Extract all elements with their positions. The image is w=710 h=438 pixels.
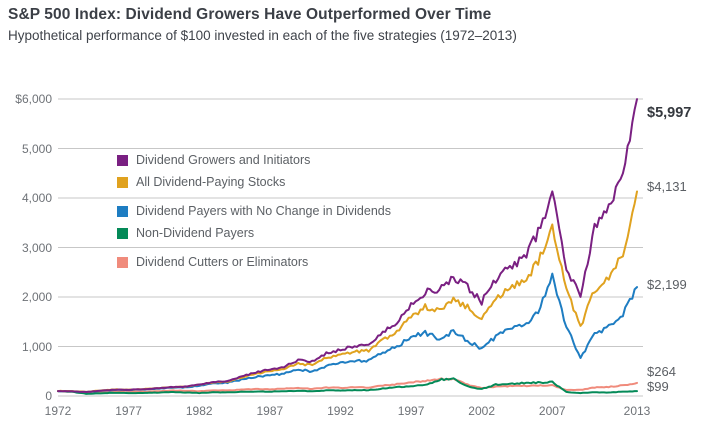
y-tick-label: 4,000 <box>21 191 52 205</box>
y-tick-label: 2,000 <box>21 290 52 304</box>
x-tick-label: 1972 <box>44 404 72 418</box>
page-title: S&P 500 Index: Dividend Growers Have Out… <box>8 6 492 23</box>
series-end-value-label: $264 <box>647 363 676 379</box>
page-subtitle: Hypothetical performance of $100 investe… <box>8 28 517 43</box>
y-tick-label: 1,000 <box>21 339 52 354</box>
legend-swatch-icon <box>117 256 128 268</box>
legend-item-all-dividend-paying-stocks: All Dividend-Paying Stocks <box>117 171 391 193</box>
x-tick-label: 1997 <box>397 404 425 418</box>
y-tick-label: 3,000 <box>21 240 52 255</box>
x-tick-label: 2013 <box>623 404 651 418</box>
series-end-value-label: $99 <box>647 379 669 395</box>
x-tick-label: 2002 <box>468 404 495 418</box>
series-end-value-label: $2,199 <box>647 277 687 293</box>
chart-legend: Dividend Growers and Initiators All Divid… <box>117 149 391 273</box>
series-line-dividend-growers-and-initiators <box>57 98 638 393</box>
x-tick-label: 2007 <box>538 404 566 418</box>
legend-item-label: Dividend Cutters or Eliminators <box>136 255 309 269</box>
x-tick-label: 1982 <box>185 404 213 418</box>
y-tick-label: 5,000 <box>21 141 52 156</box>
legend-item-dividend-payers-with-no-change-in-dividends: Dividend Payers with No Change in Divide… <box>117 200 391 222</box>
series-end-value-label: $4,131 <box>647 178 687 194</box>
series-line-dividend-cutters-or-eliminators <box>57 377 638 395</box>
series-line-dividend-payers-with-no-change-in-dividends <box>57 272 638 394</box>
legend-item-label: Non-Dividend Payers <box>136 226 255 240</box>
legend-swatch-icon <box>117 227 128 239</box>
series-line-non-dividend-payers <box>57 377 638 395</box>
legend-item-non-dividend-payers: Non-Dividend Payers <box>117 222 391 244</box>
y-tick-label: $6,000 <box>15 92 52 106</box>
legend-item-label: Dividend Payers with No Change in Divide… <box>136 204 391 218</box>
legend-swatch-icon <box>117 176 128 188</box>
legend-item-label: Dividend Growers and Initiators <box>136 153 311 167</box>
x-tick-label: 1977 <box>115 404 142 418</box>
series-end-value-label: $5,997 <box>647 105 692 122</box>
x-tick-label: 1987 <box>256 404 284 418</box>
legend-item-label: All Dividend-Paying Stocks <box>136 175 286 189</box>
legend-item-dividend-growers-and-initiators: Dividend Growers and Initiators <box>117 149 391 171</box>
y-tick-label: 0 <box>45 389 52 403</box>
legend-swatch-icon <box>117 205 128 217</box>
x-tick-label: 1992 <box>327 404 354 418</box>
legend-item-dividend-cutters-or-eliminators: Dividend Cutters or Eliminators <box>117 251 391 273</box>
legend-swatch-icon <box>117 154 128 166</box>
